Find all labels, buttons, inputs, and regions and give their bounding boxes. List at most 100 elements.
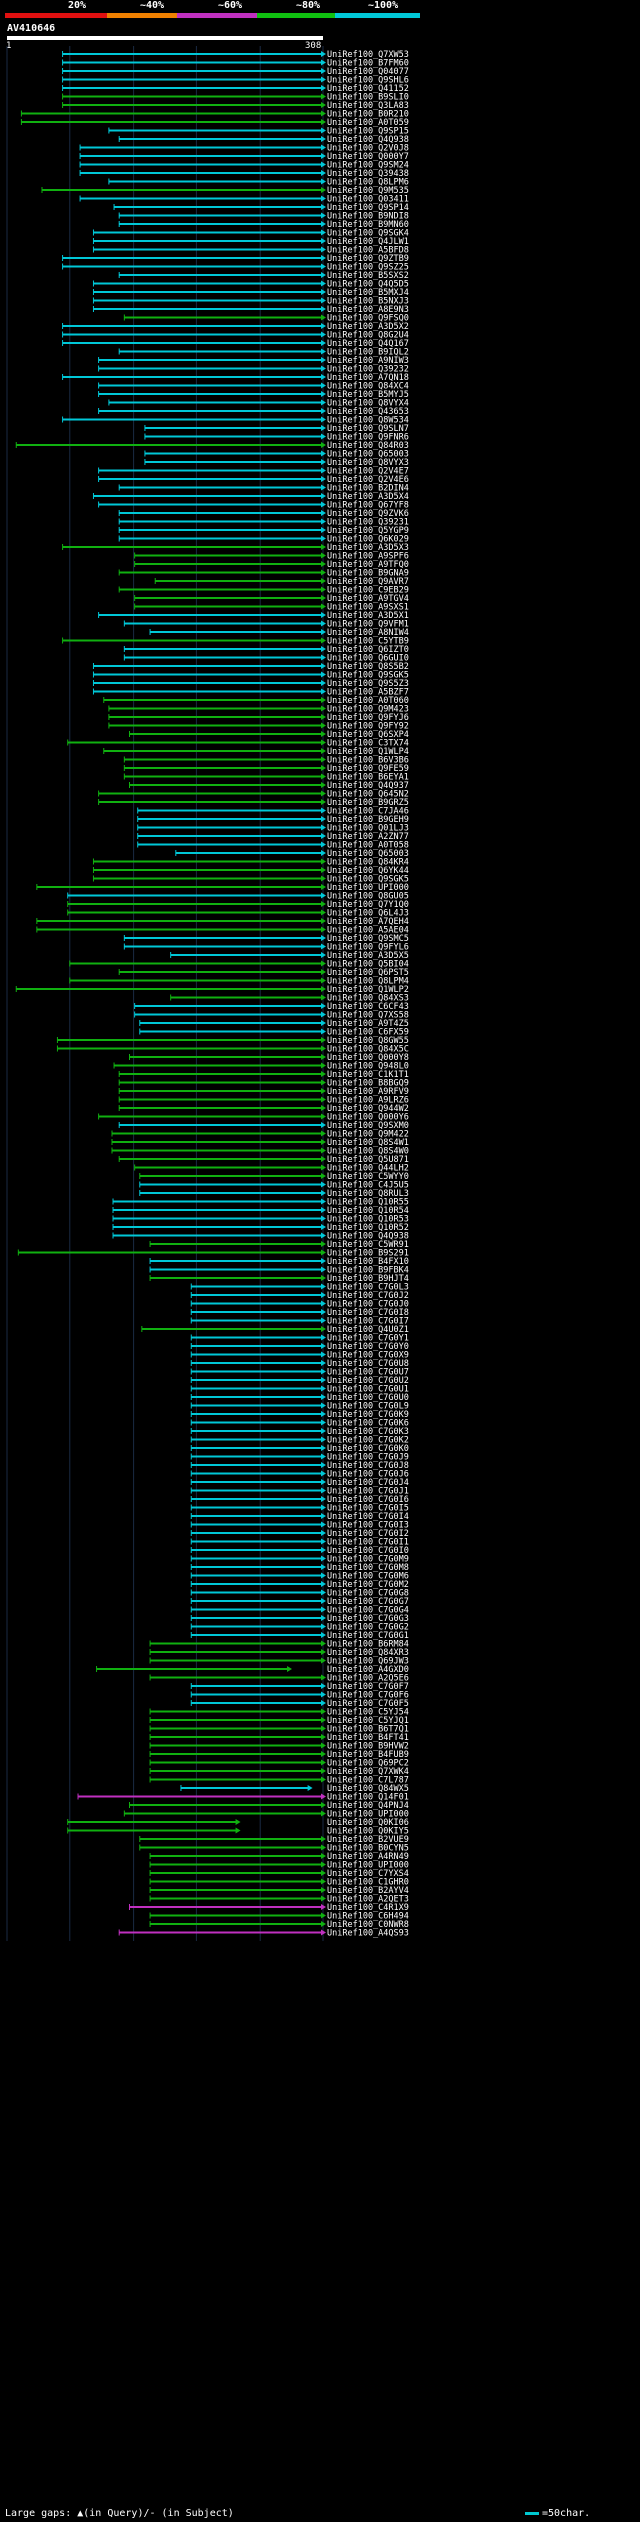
hit-label[interactable]: UniRef100_C7G0G1 (327, 1631, 409, 1641)
hit-label[interactable]: UniRef100_C7G0J6 (327, 1470, 409, 1480)
hit-label[interactable]: UniRef100_Q6L4J3 (327, 909, 409, 919)
hit-label[interactable]: UniRef100_B9MN60 (327, 220, 409, 230)
hit-label[interactable]: UniRef100_B6V3B6 (327, 756, 409, 766)
hit-label[interactable]: UniRef100_Q9FSQ0 (327, 314, 409, 324)
hit-label[interactable]: UniRef100_Q4Q937 (327, 781, 409, 791)
hit-label[interactable]: UniRef100_B5NXJ3 (327, 297, 409, 307)
hit-label[interactable]: UniRef100_Q8W534 (327, 416, 409, 426)
hit-label[interactable]: UniRef100_Q8S4W0 (327, 1147, 409, 1157)
hit-label[interactable]: UniRef100_C4R1X9 (327, 1903, 409, 1913)
hit-label[interactable]: UniRef100_C7G0X9 (327, 1351, 409, 1361)
hit-label[interactable]: UniRef100_C7G0J1 (327, 1487, 409, 1497)
hit-label[interactable]: UniRef100_C7G0I0 (327, 1546, 409, 1556)
hit-label[interactable]: UniRef100_Q69PC2 (327, 1759, 409, 1769)
hit-label[interactable]: UniRef100_Q0KIY5 (327, 1827, 409, 1837)
hit-label[interactable]: UniRef100_B5MXJ4 (327, 288, 409, 298)
hit-label[interactable]: UniRef100_Q65003 (327, 450, 409, 460)
hit-label[interactable]: UniRef100_Q9SHL6 (327, 76, 409, 86)
hit-label[interactable]: UniRef100_Q9FE59 (327, 764, 409, 774)
hit-label[interactable]: UniRef100_Q9M423 (327, 705, 409, 715)
hit-label[interactable]: UniRef100_B2VUE9 (327, 1835, 409, 1845)
hit-label[interactable]: UniRef100_Q41152 (327, 84, 409, 94)
hit-label[interactable]: UniRef100_Q10R53 (327, 1215, 409, 1225)
hit-label[interactable]: UniRef100_Q9FYJ6 (327, 713, 409, 723)
hit-label[interactable]: UniRef100_Q8VYX4 (327, 399, 409, 409)
hit-label[interactable]: UniRef100_A9TFQ0 (327, 560, 409, 570)
hit-label[interactable]: UniRef100_B0R210 (327, 110, 409, 120)
hit-label[interactable]: UniRef100_Q9M535 (327, 186, 409, 196)
hit-label[interactable]: UniRef100_C7L787 (327, 1776, 409, 1786)
hit-label[interactable]: UniRef100_C7G0I6 (327, 1495, 409, 1505)
hit-label[interactable]: UniRef100_A4RN49 (327, 1852, 409, 1862)
hit-label[interactable]: UniRef100_Q000Y6 (327, 1113, 409, 1123)
hit-label[interactable]: UniRef100_C5YJ54 (327, 1708, 409, 1718)
hit-label[interactable]: UniRef100_Q5YGP9 (327, 526, 409, 536)
hit-label[interactable]: UniRef100_A2QET3 (327, 1895, 409, 1905)
hit-label[interactable]: UniRef100_Q84KR4 (327, 858, 409, 868)
hit-label[interactable]: UniRef100_C7G0M9 (327, 1555, 409, 1565)
hit-label[interactable]: UniRef100_Q4Q938 (327, 135, 409, 145)
hit-label[interactable]: UniRef100_C7G0I2 (327, 1529, 409, 1539)
hit-label[interactable]: UniRef100_Q9SP14 (327, 203, 409, 213)
hit-label[interactable]: UniRef100_B9FBK4 (327, 1266, 409, 1276)
hit-label[interactable]: UniRef100_Q7XS58 (327, 1011, 409, 1021)
hit-label[interactable]: UniRef100_Q6SXP4 (327, 730, 409, 740)
hit-label[interactable]: UniRef100_C9EB29 (327, 586, 409, 596)
hit-label[interactable]: UniRef100_Q6PST5 (327, 968, 409, 978)
hit-label[interactable]: UniRef100_Q9SGK4 (327, 229, 409, 239)
hit-label[interactable]: UniRef100_UPI000 (327, 883, 409, 893)
hit-label[interactable]: UniRef100_Q65003 (327, 849, 409, 859)
hit-label[interactable]: UniRef100_A7QN18 (327, 373, 409, 383)
hit-label[interactable]: UniRef100_A9SPF6 (327, 552, 409, 562)
hit-label[interactable]: UniRef100_C7G0J2 (327, 1291, 409, 1301)
hit-label[interactable]: UniRef100_B4FUB9 (327, 1750, 409, 1760)
hit-label[interactable]: UniRef100_Q67YF8 (327, 501, 409, 511)
hit-label[interactable]: UniRef100_A5BZF7 (327, 688, 409, 698)
hit-label[interactable]: UniRef100_Q01LJ3 (327, 824, 409, 834)
hit-label[interactable]: UniRef100_Q4U0Z1 (327, 1325, 409, 1335)
hit-label[interactable]: UniRef100_Q43653 (327, 407, 409, 417)
hit-label[interactable]: UniRef100_Q04077 (327, 67, 409, 77)
hit-label[interactable]: UniRef100_C7G0U0 (327, 1393, 409, 1403)
hit-label[interactable]: UniRef100_Q5BI04 (327, 960, 409, 970)
hit-label[interactable]: UniRef100_B7FM60 (327, 59, 409, 69)
hit-label[interactable]: UniRef100_Q2V0J8 (327, 144, 409, 154)
hit-label[interactable]: UniRef100_C5YTB9 (327, 637, 409, 647)
hit-label[interactable]: UniRef100_C7G0L9 (327, 1402, 409, 1412)
hit-label[interactable]: UniRef100_A2Q5E6 (327, 1674, 409, 1684)
hit-label[interactable]: UniRef100_C7G0Y0 (327, 1342, 409, 1352)
hit-label[interactable]: UniRef100_B2AYV4 (327, 1886, 409, 1896)
hit-label[interactable]: UniRef100_C7G0F7 (327, 1682, 409, 1692)
hit-label[interactable]: UniRef100_Q9SZ25 (327, 263, 409, 273)
hit-label[interactable]: UniRef100_Q10R52 (327, 1223, 409, 1233)
hit-label[interactable]: UniRef100_C7G0U1 (327, 1385, 409, 1395)
hit-label[interactable]: UniRef100_Q14F01 (327, 1793, 409, 1803)
hit-label[interactable]: UniRef100_Q9SMC5 (327, 934, 409, 944)
hit-label[interactable]: UniRef100_B6T7Q1 (327, 1725, 409, 1735)
hit-label[interactable]: UniRef100_A3D5X4 (327, 492, 409, 502)
hit-label[interactable]: UniRef100_C7G0M6 (327, 1572, 409, 1582)
hit-label[interactable]: UniRef100_Q4Q5D5 (327, 280, 409, 290)
hit-label[interactable]: UniRef100_C7G0J4 (327, 1478, 409, 1488)
hit-label[interactable]: UniRef100_Q8LPM6 (327, 178, 409, 188)
hit-label[interactable]: UniRef100_Q4Q938 (327, 1232, 409, 1242)
hit-label[interactable]: UniRef100_Q03411 (327, 195, 409, 205)
hit-label[interactable]: UniRef100_C7G0Y1 (327, 1334, 409, 1344)
hit-label[interactable]: UniRef100_Q8S5B2 (327, 662, 409, 672)
hit-label[interactable]: UniRef100_C1GHR0 (327, 1878, 409, 1888)
hit-label[interactable]: UniRef100_C7G0K3 (327, 1427, 409, 1437)
hit-label[interactable]: UniRef100_A9T4Z5 (327, 1019, 409, 1029)
hit-label[interactable]: UniRef100_B5MYJ5 (327, 390, 409, 400)
hit-label[interactable]: UniRef100_Q9SXM0 (327, 1121, 409, 1131)
hit-label[interactable]: UniRef100_A9SXS1 (327, 603, 409, 613)
hit-label[interactable]: UniRef100_Q6GUI0 (327, 654, 409, 664)
hit-label[interactable]: UniRef100_Q8VYX3 (327, 458, 409, 468)
hit-label[interactable]: UniRef100_Q8S4W1 (327, 1138, 409, 1148)
hit-label[interactable]: UniRef100_Q84WX5 (327, 1784, 409, 1794)
hit-label[interactable]: UniRef100_C1K1T1 (327, 1070, 409, 1080)
hit-label[interactable]: UniRef100_B4FX10 (327, 1257, 409, 1267)
hit-label[interactable]: UniRef100_Q69JW3 (327, 1657, 409, 1667)
hit-label[interactable]: UniRef100_Q9M422 (327, 1130, 409, 1140)
hit-label[interactable]: UniRef100_UPI000 (327, 1810, 409, 1820)
hit-label[interactable]: UniRef100_C7G0F6 (327, 1691, 409, 1701)
